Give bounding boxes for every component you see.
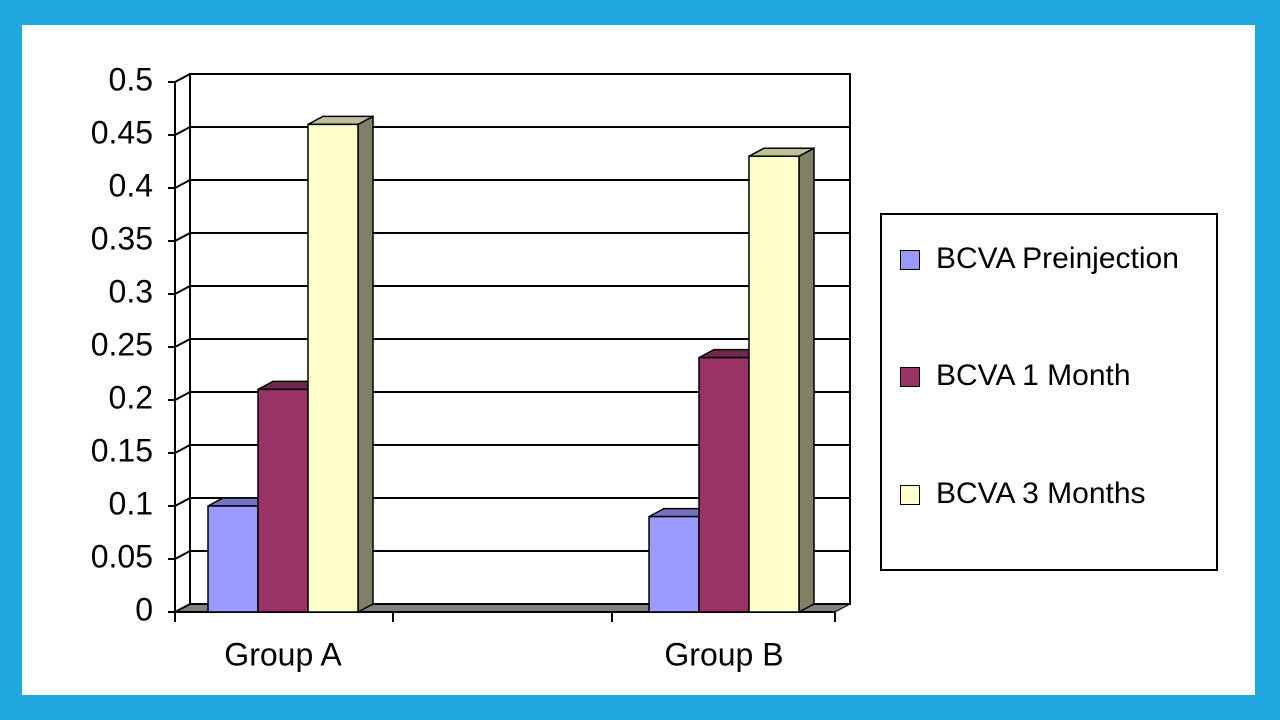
y-tick-label: 0.05	[91, 538, 153, 574]
grid-line	[174, 126, 850, 136]
grid-line	[174, 391, 850, 401]
grid-line	[174, 338, 850, 348]
bar	[207, 505, 259, 613]
legend-label: BCVA 3 Months	[936, 477, 1146, 510]
legend: BCVA Preinjection BCVA 1 Month BCVA 3 Mont…	[880, 213, 1218, 571]
legend-swatch	[900, 485, 920, 505]
grid-line	[174, 550, 850, 560]
legend-label: BCVA 1 Month	[936, 359, 1131, 392]
grid-line	[174, 73, 850, 83]
y-tick-label: 0.35	[91, 220, 153, 256]
y-tick-label: 0.1	[109, 485, 153, 521]
legend-entry: BCVA 3 Months	[900, 472, 1200, 516]
legend-entry: BCVA 1 Month	[900, 354, 1200, 398]
grid-line	[174, 444, 850, 454]
y-tick-label: 0.2	[109, 379, 153, 415]
legend-entry: BCVA Preinjection	[900, 237, 1200, 281]
x-tick-label: Group A	[224, 636, 342, 672]
legend-swatch	[900, 250, 920, 270]
grid-line	[174, 232, 850, 242]
y-tick-label: 0	[135, 591, 153, 627]
legend-swatch	[900, 367, 920, 387]
y-tick-label: 0.15	[91, 432, 153, 468]
grid-line	[174, 285, 850, 295]
grid-line	[174, 603, 850, 613]
bar	[748, 155, 800, 613]
y-tick-label: 0.25	[91, 326, 153, 362]
legend-label: BCVA Preinjection	[936, 242, 1179, 275]
x-tick-label: Group B	[664, 636, 783, 672]
y-tick-label: 0.5	[109, 61, 153, 97]
y-tick-label: 0.3	[109, 273, 153, 309]
bar-side	[798, 146, 815, 614]
y-tick-label: 0.45	[91, 114, 153, 150]
bar-side	[357, 115, 374, 614]
grid-line	[174, 179, 850, 189]
bar	[307, 123, 359, 613]
bar	[698, 356, 750, 613]
y-tick-label: 0.4	[109, 167, 153, 203]
bar	[257, 388, 309, 613]
grid-line	[174, 497, 850, 507]
bar	[648, 515, 700, 613]
